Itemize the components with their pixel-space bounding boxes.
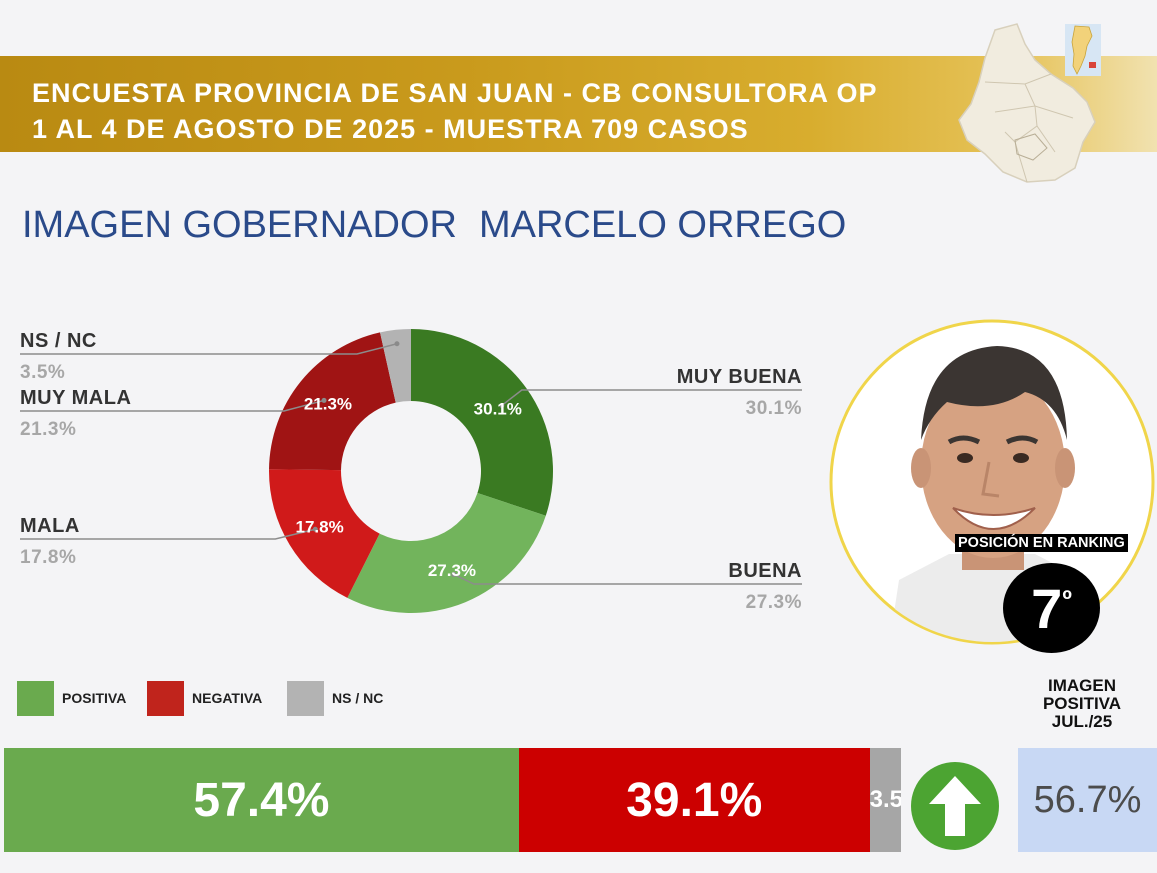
leader-line-buena: [453, 573, 802, 585]
leader-dot-buena: [451, 571, 457, 577]
category-value-buena: 27.3%: [746, 592, 802, 613]
legend-label-negativa: NEGATIVA: [192, 690, 263, 706]
previous-label-line-3: JUL./25: [1051, 712, 1113, 731]
bar-label-positiva: 57.4%: [193, 773, 330, 827]
governor-portrait: [829, 319, 1155, 645]
slice-ns-nc: [380, 329, 411, 403]
leader-dot-ns-nc: [394, 341, 400, 347]
slice-value-label-buena: 27.3%: [428, 561, 476, 580]
title-part-1: IMAGEN GOBERNADOR: [22, 204, 457, 246]
bar-segment-ns-nc: 3.5%: [869, 748, 901, 852]
ranking-suffix: º: [1062, 583, 1072, 614]
slice-buena: [347, 493, 546, 613]
donut-chart: 30.1% MUY BUENA 30.1% 27.3% BUENA 27.3% 17.8% M…: [20, 329, 802, 613]
category-value-mala: 17.8%: [20, 547, 76, 568]
previous-value: 56.7%: [1033, 778, 1142, 821]
legend-swatch-positiva: [17, 681, 54, 716]
category-name-ns-nc: NS / NC: [20, 330, 97, 352]
stacked-bar: 57.4% 39.1% 3.5%: [4, 748, 901, 852]
legend-label-positiva: POSITIVA: [62, 690, 127, 706]
category-name-buena: BUENA: [728, 560, 802, 582]
san-juan-map-icon: [958, 23, 1096, 183]
leader-dot-muy-buena: [499, 402, 505, 408]
bar-segment-negativa: 39.1%: [518, 748, 870, 852]
slice-mala: [269, 469, 380, 598]
leader-line-ns-nc: [20, 343, 398, 355]
leader-line-muy-buena: [501, 389, 802, 407]
legend-swatch-negativa: [147, 681, 184, 716]
header-band: [0, 56, 1157, 152]
category-value-muy-mala: 21.3%: [20, 419, 76, 440]
category-value-ns-nc: 3.5%: [20, 362, 65, 383]
category-name-muy-buena: MUY BUENA: [677, 366, 802, 388]
leader-dot-mala: [312, 526, 318, 532]
slice-value-label-muy-mala: 21.3%: [304, 395, 352, 414]
argentina-map-icon: [1065, 24, 1101, 76]
ranking-position: 7: [1031, 576, 1063, 640]
legend-label-ns-nc: NS / NC: [332, 690, 384, 706]
slice-value-label-muy-buena: 30.1%: [474, 399, 522, 418]
previous-label-line-1: IMAGEN: [1048, 676, 1116, 695]
ranking-label: POSICIÓN EN RANKING: [955, 534, 1128, 552]
chart-title: IMAGEN GOBERNADOR MARCELO ORREGO: [22, 204, 846, 247]
previous-value-box: 56.7%: [1018, 748, 1157, 852]
trend-indicator: [911, 762, 999, 850]
previous-label-line-2: POSITIVA: [1042, 694, 1122, 713]
category-value-muy-buena: 30.1%: [746, 398, 802, 419]
title-part-2: MARCELO ORREGO: [478, 204, 847, 246]
leader-dot-muy-mala: [321, 397, 327, 403]
arrow-up-icon: [929, 776, 981, 836]
bar-label-ns-nc: 3.5%: [869, 786, 901, 813]
bar-label-negativa: 39.1%: [626, 773, 763, 827]
slice-muy-buena: [411, 329, 554, 516]
legend-swatch-ns-nc: [287, 681, 324, 716]
slice-muy-mala: [269, 332, 396, 471]
leader-line-mala: [20, 528, 316, 540]
category-name-muy-mala: MUY MALA: [20, 387, 131, 409]
previous-image-label: IMAGEN POSITIVA JUL./25: [1022, 677, 1142, 731]
category-name-mala: MALA: [20, 515, 80, 537]
bar-segment-positiva: 57.4%: [4, 748, 519, 852]
header-line-2: 1 AL 4 DE AGOSTO DE 2025 - MUESTRA 709 C…: [32, 114, 749, 144]
header-line-1: ENCUESTA PROVINCIA DE SAN JUAN - CB CONS…: [32, 78, 878, 108]
leader-line-muy-mala: [20, 399, 325, 412]
slice-value-label-mala: 17.8%: [295, 518, 343, 537]
